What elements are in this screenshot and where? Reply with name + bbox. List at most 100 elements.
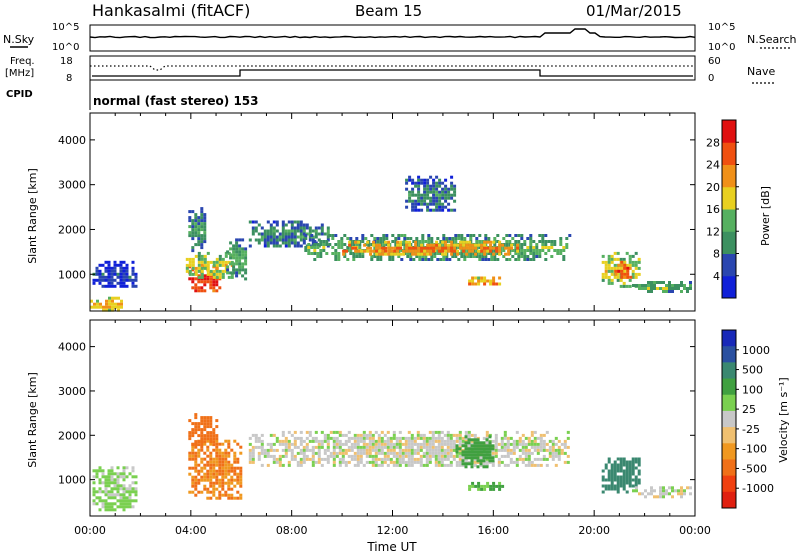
data-cell xyxy=(423,246,427,250)
data-cell xyxy=(269,448,273,452)
data-cell xyxy=(446,439,450,443)
data-cell xyxy=(458,463,462,467)
data-cell xyxy=(683,284,686,287)
data-cell xyxy=(362,436,366,440)
data-cell xyxy=(610,278,614,282)
data-cell xyxy=(474,246,478,250)
data-cell xyxy=(398,457,402,461)
data-cell xyxy=(332,463,336,467)
data-cell xyxy=(338,445,342,449)
data-cell xyxy=(453,208,457,212)
data-cell xyxy=(98,490,102,494)
data-cell xyxy=(194,493,198,497)
data-cell xyxy=(239,475,243,479)
data-cell xyxy=(209,451,213,455)
data-cell xyxy=(476,438,480,442)
data-cell xyxy=(634,272,638,276)
data-cell xyxy=(542,457,546,461)
data-cell xyxy=(616,251,620,255)
freq-label: Freq. xyxy=(10,56,35,67)
data-cell xyxy=(194,445,198,449)
data-cell xyxy=(203,277,207,281)
data-cell xyxy=(538,255,542,258)
data-cell xyxy=(107,496,111,500)
data-cell xyxy=(344,433,348,437)
data-cell xyxy=(238,256,242,260)
data-cell xyxy=(293,241,297,245)
data-cell xyxy=(417,178,421,182)
data-cell xyxy=(491,448,495,452)
data-cell xyxy=(485,450,489,454)
data-cell xyxy=(323,439,327,443)
data-cell xyxy=(623,266,627,270)
data-cell xyxy=(128,275,132,279)
data-cell xyxy=(408,178,412,182)
data-cell xyxy=(444,243,448,247)
colorbar-swatch xyxy=(722,209,736,232)
data-cell xyxy=(458,448,462,452)
data-cell xyxy=(278,232,282,236)
data-cell xyxy=(481,252,485,255)
data-cell xyxy=(305,226,309,230)
data-cell xyxy=(441,205,445,209)
data-cell xyxy=(383,445,387,449)
data-cell xyxy=(314,460,318,464)
data-cell xyxy=(404,463,408,467)
data-cell xyxy=(405,249,409,253)
data-cell xyxy=(326,445,330,449)
data-cell xyxy=(101,263,105,267)
data-cell xyxy=(481,258,485,261)
data-cell xyxy=(218,260,222,264)
data-cell xyxy=(510,246,514,250)
data-cell xyxy=(526,255,530,258)
data-cell xyxy=(119,266,123,270)
data-cell xyxy=(437,457,441,461)
data-cell xyxy=(380,439,384,443)
data-cell xyxy=(254,238,258,242)
data-cell xyxy=(477,484,481,488)
data-cell xyxy=(343,243,347,246)
data-cell xyxy=(383,454,387,458)
data-cell xyxy=(494,439,498,443)
data-cell xyxy=(361,252,365,255)
data-cell xyxy=(616,487,620,491)
data-cell xyxy=(227,439,231,443)
data-cell xyxy=(308,457,312,461)
data-cell xyxy=(257,241,261,245)
data-cell xyxy=(476,441,480,445)
data-cell xyxy=(502,255,506,258)
data-cell xyxy=(485,447,489,451)
data-cell xyxy=(416,457,420,461)
data-cell xyxy=(464,444,468,448)
data-cell xyxy=(227,442,231,446)
data-cell xyxy=(110,493,114,497)
data-cell xyxy=(134,481,138,485)
data-cell xyxy=(188,263,192,267)
data-cell xyxy=(422,454,426,458)
data-cell xyxy=(435,190,439,194)
data-cell xyxy=(272,235,276,239)
data-cell xyxy=(409,237,413,240)
data-cell xyxy=(209,478,213,482)
data-cell xyxy=(443,442,447,446)
data-cell xyxy=(453,199,457,203)
data-cell xyxy=(98,466,102,470)
data-cell xyxy=(248,436,252,440)
data-cell xyxy=(446,436,450,440)
data-cell xyxy=(215,487,219,491)
data-cell xyxy=(392,442,396,446)
data-cell xyxy=(619,481,623,485)
data-cell xyxy=(662,290,665,293)
data-cell xyxy=(194,234,198,238)
data-cell xyxy=(464,450,468,454)
data-cell xyxy=(206,434,210,438)
data-cell xyxy=(417,187,421,191)
data-cell xyxy=(377,433,381,437)
data-cell xyxy=(257,436,261,440)
data-cell xyxy=(650,486,653,490)
data-cell xyxy=(248,238,252,242)
data-cell xyxy=(269,241,273,245)
data-cell xyxy=(488,450,492,454)
data-cell xyxy=(371,457,375,461)
data-cell xyxy=(444,178,448,182)
